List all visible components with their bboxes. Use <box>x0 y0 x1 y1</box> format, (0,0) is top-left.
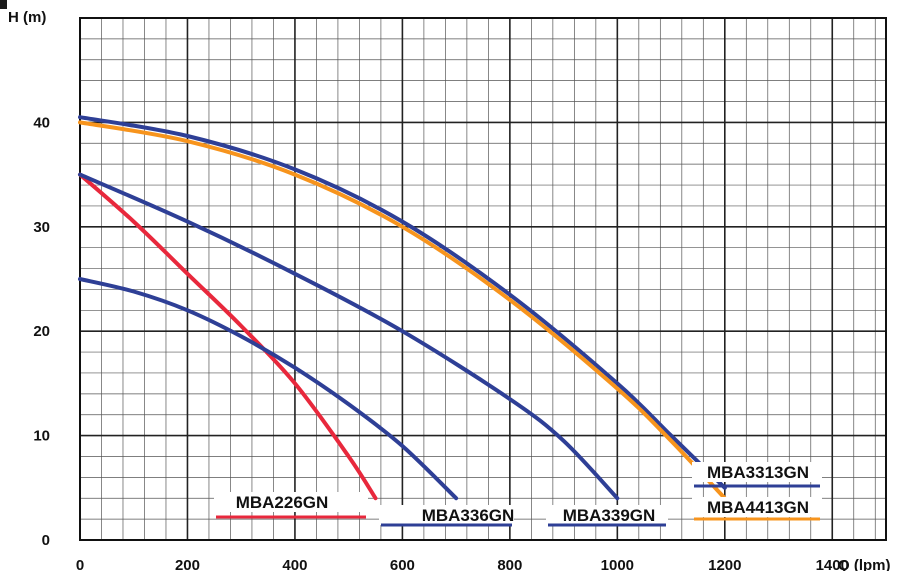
y-axis-title: H (m) <box>8 9 46 26</box>
y-tick-label: 30 <box>33 219 50 236</box>
x-tick-label: 400 <box>282 557 307 571</box>
y-tick-label: 10 <box>33 428 50 445</box>
y-tick-label: 0 <box>42 532 50 549</box>
x-tick-label: 600 <box>390 557 415 571</box>
y-tick-label: 20 <box>33 323 50 340</box>
x-tick-label: 800 <box>497 557 522 571</box>
curve-mba226gn <box>80 175 376 499</box>
curve-label-mba4413gn: MBA4413GN <box>707 498 809 517</box>
x-axis-title: Q (lpm) <box>838 557 891 571</box>
y-tick-labels: 0 10 20 30 40 <box>33 114 50 549</box>
curve-labels: MBA226GN MBA336GN MBA339GN MBA3313GN MBA4413… <box>214 462 822 525</box>
curve-mba339gn <box>80 175 617 499</box>
corner-mark <box>0 0 7 9</box>
x-tick-label: 200 <box>175 557 200 571</box>
curve-label-mba3313gn: MBA3313GN <box>707 463 809 482</box>
x-tick-label: 0 <box>76 557 84 571</box>
curve-label-mba339gn: MBA339GN <box>563 506 656 525</box>
x-tick-label: 1200 <box>708 557 741 571</box>
curve-label-mba226gn: MBA226GN <box>236 493 329 512</box>
x-tick-labels: 0 200 400 600 800 1000 1200 1400 <box>76 557 849 571</box>
x-tick-label: 1000 <box>601 557 634 571</box>
curve-mba336gn <box>80 279 456 498</box>
curve-label-mba336gn: MBA336GN <box>422 506 515 525</box>
y-tick-label: 40 <box>33 114 50 131</box>
